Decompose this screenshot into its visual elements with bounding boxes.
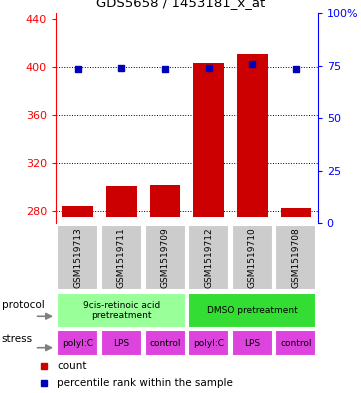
Text: polyI:C: polyI:C (62, 339, 93, 348)
Bar (144, 331, 186, 356)
Bar (232, 225, 273, 290)
Text: GSM1519709: GSM1519709 (161, 227, 170, 288)
Text: LPS: LPS (244, 339, 260, 348)
Text: control: control (280, 339, 312, 348)
Bar (150, 185, 180, 217)
Text: GSM1519712: GSM1519712 (204, 227, 213, 288)
Bar (57, 331, 98, 356)
Bar (188, 294, 316, 328)
Text: 9cis-retinoic acid
pretreatment: 9cis-retinoic acid pretreatment (83, 301, 160, 320)
Bar (106, 186, 137, 217)
Bar (57, 225, 98, 290)
Text: count: count (57, 361, 87, 371)
Text: GSM1519710: GSM1519710 (248, 227, 257, 288)
Bar (275, 331, 316, 356)
Text: percentile rank within the sample: percentile rank within the sample (57, 378, 233, 387)
Bar (237, 54, 268, 217)
Bar (280, 208, 311, 217)
Bar (188, 225, 229, 290)
Bar (101, 225, 142, 290)
Text: LPS: LPS (113, 339, 130, 348)
Text: GSM1519708: GSM1519708 (291, 227, 300, 288)
Text: GSM1519711: GSM1519711 (117, 227, 126, 288)
Bar (57, 294, 186, 328)
Bar (144, 225, 186, 290)
Bar (188, 331, 229, 356)
Text: GDS5658 / 1453181_x_at: GDS5658 / 1453181_x_at (96, 0, 265, 9)
Bar (101, 331, 142, 356)
Text: stress: stress (2, 334, 33, 344)
Text: protocol: protocol (2, 300, 44, 310)
Text: control: control (149, 339, 181, 348)
Bar (62, 206, 93, 217)
Text: polyI:C: polyI:C (193, 339, 224, 348)
Bar (232, 331, 273, 356)
Bar (275, 225, 316, 290)
Text: GSM1519713: GSM1519713 (73, 227, 82, 288)
Bar (193, 63, 224, 217)
Text: DMSO pretreatment: DMSO pretreatment (207, 306, 297, 315)
